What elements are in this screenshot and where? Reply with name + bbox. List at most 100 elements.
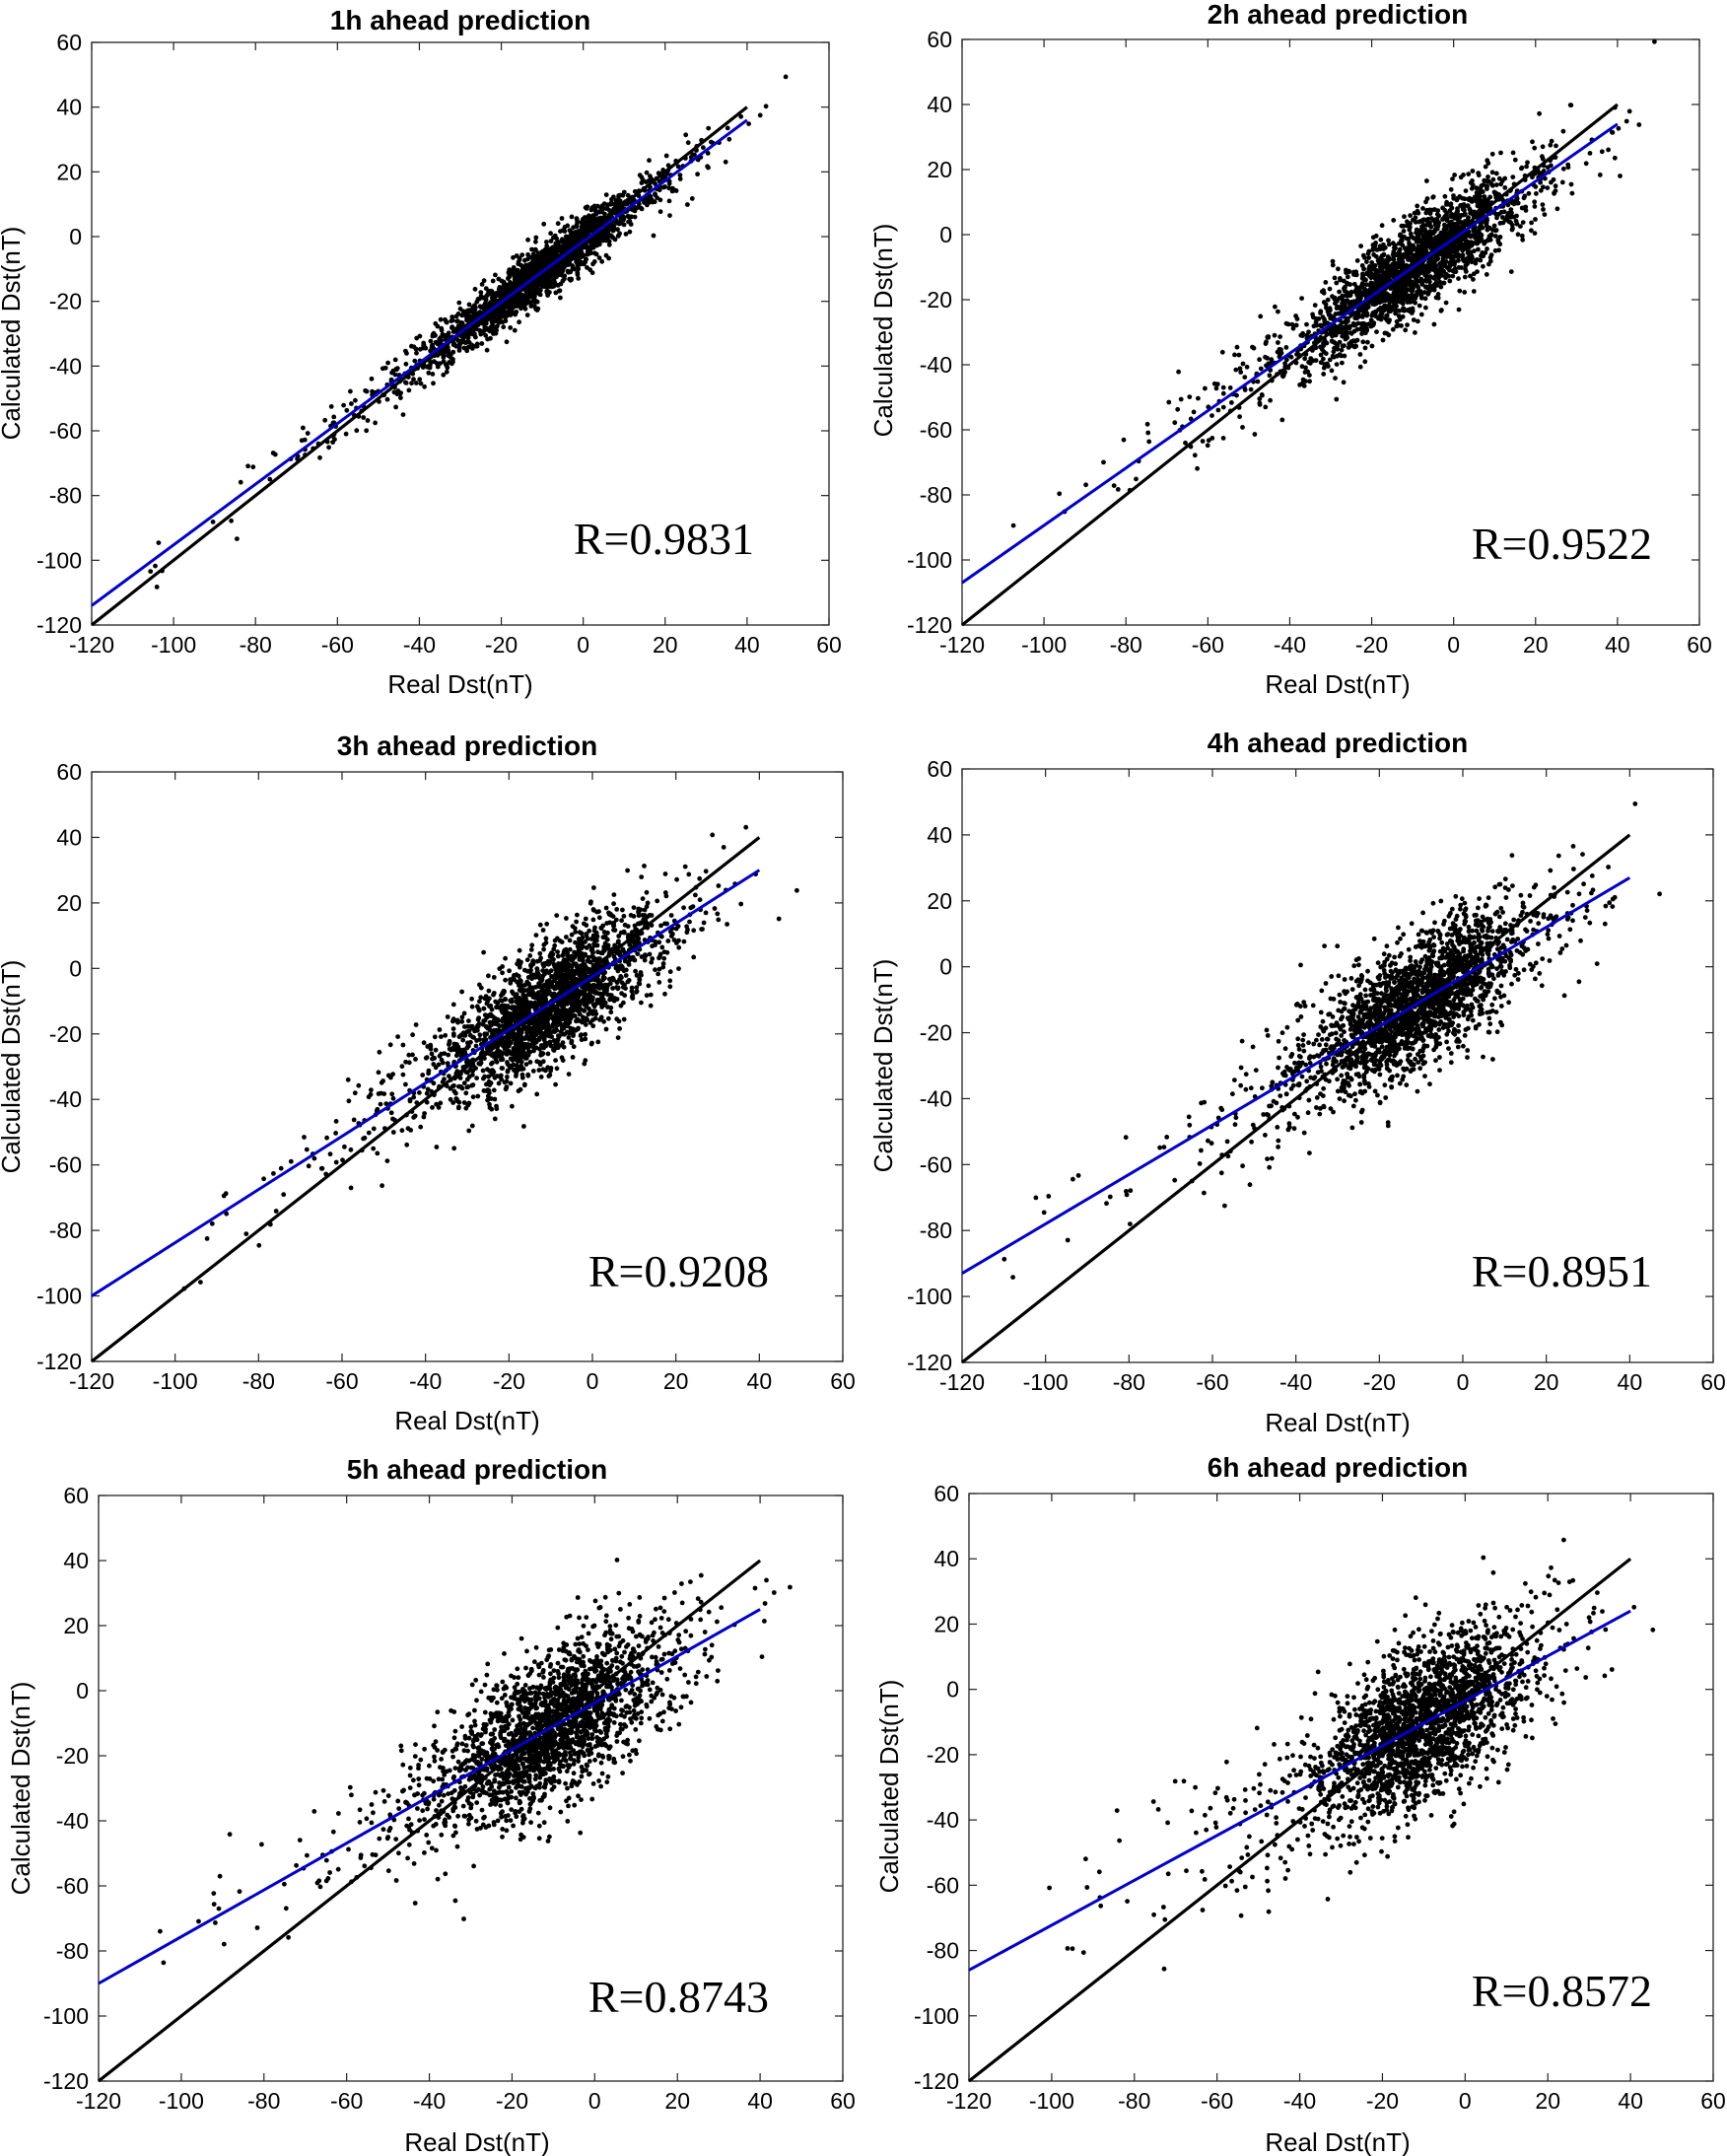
scatter-point	[1451, 243, 1457, 248]
scatter-point	[651, 233, 656, 239]
scatter-point	[1483, 164, 1488, 170]
scatter-point	[544, 290, 550, 295]
scatter-point	[364, 428, 370, 434]
scatter-point	[479, 341, 485, 346]
y-tick-label: -100	[36, 1284, 82, 1309]
scatter-point	[1623, 118, 1629, 124]
x-tick-label: -60	[1192, 632, 1224, 658]
scatter-point	[1399, 223, 1405, 229]
scatter-point	[1322, 318, 1328, 324]
scatter-point	[438, 361, 443, 366]
scatter-point	[1449, 205, 1455, 211]
y-tick-label: -120	[907, 612, 952, 638]
scatter-point	[1432, 238, 1438, 243]
scatter-point	[1383, 263, 1389, 269]
scatter-point	[1492, 228, 1498, 234]
scatter-point	[573, 230, 579, 236]
scatter-point	[1471, 271, 1477, 277]
scatter-point	[1396, 322, 1401, 328]
y-tick-label: 40	[927, 92, 952, 117]
scatter-point	[1318, 352, 1324, 358]
scatter-point	[1524, 164, 1529, 170]
scatter-point	[559, 216, 565, 221]
scatter-point	[591, 885, 596, 890]
scatter-point	[1236, 352, 1242, 358]
scatter-point	[1498, 150, 1503, 156]
scatter-point	[1487, 194, 1493, 200]
scatter-point	[610, 986, 615, 991]
x-tick-label: -100	[1021, 632, 1067, 658]
scatter-point	[1203, 385, 1208, 391]
scatter-point	[1626, 108, 1632, 114]
scatter-point	[469, 1004, 475, 1009]
scatter-point	[492, 316, 498, 322]
scatter-point	[499, 305, 504, 311]
scatter-point	[667, 213, 672, 219]
scatter-point	[541, 946, 546, 952]
scatter-point	[615, 1035, 621, 1040]
scatter-point	[1390, 241, 1396, 246]
scatter-point	[1380, 337, 1386, 343]
scatter-point	[529, 942, 535, 948]
scatter-point	[656, 980, 662, 985]
y-tick-label: -60	[49, 1152, 82, 1178]
scatter-point	[757, 112, 763, 118]
x-tick-label: -100	[151, 632, 196, 658]
scatter-point	[1375, 268, 1380, 273]
scatter-point	[451, 1146, 457, 1151]
scatter-point	[1330, 353, 1336, 359]
scatter-point	[1192, 452, 1198, 458]
scatter-point	[1599, 149, 1605, 155]
scatter-point	[525, 1073, 531, 1078]
y-tick-label: 60	[56, 759, 82, 785]
scatter-point	[589, 244, 595, 250]
scatter-point	[1371, 252, 1377, 257]
scatter-point	[529, 283, 535, 289]
scatter-point	[523, 296, 529, 302]
scatter-point	[1434, 226, 1440, 232]
scatter-point	[1409, 297, 1415, 303]
scatter-point	[591, 250, 597, 256]
scatter-point	[1368, 270, 1374, 276]
scatter-point	[1219, 349, 1225, 355]
scatter-point	[1442, 208, 1448, 213]
scatter-point	[1362, 359, 1368, 365]
scatter-point	[1473, 260, 1479, 266]
scatter-point	[1278, 334, 1282, 339]
scatter-point	[1541, 184, 1546, 190]
scatter-point	[1450, 273, 1456, 279]
scatter-point	[446, 330, 451, 336]
scatter-point	[1427, 229, 1432, 235]
scatter-point	[1323, 302, 1329, 308]
scatter-point	[1370, 235, 1376, 241]
scatter-point	[1618, 174, 1623, 178]
scatter-point	[606, 242, 612, 247]
scatter-point	[1479, 203, 1485, 209]
scatter-point	[432, 333, 437, 338]
scatter-point	[412, 358, 418, 364]
scatter-point	[1421, 290, 1427, 295]
scatter-point	[1394, 304, 1399, 309]
scatter-point	[1432, 274, 1438, 279]
scatter-point	[1587, 151, 1593, 156]
scatter-point	[1374, 329, 1379, 334]
scatter-point	[1402, 214, 1407, 220]
scatter-point	[1057, 491, 1063, 497]
scatter-point	[579, 259, 585, 265]
scatter-point	[472, 286, 478, 292]
scatter-point	[620, 907, 625, 913]
scatter-point	[493, 330, 499, 336]
scatter-point	[486, 973, 491, 979]
scatter-point	[640, 896, 646, 901]
scatter-point	[535, 250, 541, 255]
scatter-point	[1382, 244, 1388, 250]
x-tick-label: -20	[485, 632, 518, 658]
scatter-point	[606, 225, 611, 231]
scatter-point	[1379, 306, 1385, 311]
scatter-point	[1532, 199, 1538, 205]
scatter-point	[1258, 313, 1264, 319]
scatter-point	[532, 254, 538, 259]
scatter-point	[677, 173, 683, 178]
scatter-point	[537, 287, 542, 293]
scatter-point	[566, 269, 571, 275]
